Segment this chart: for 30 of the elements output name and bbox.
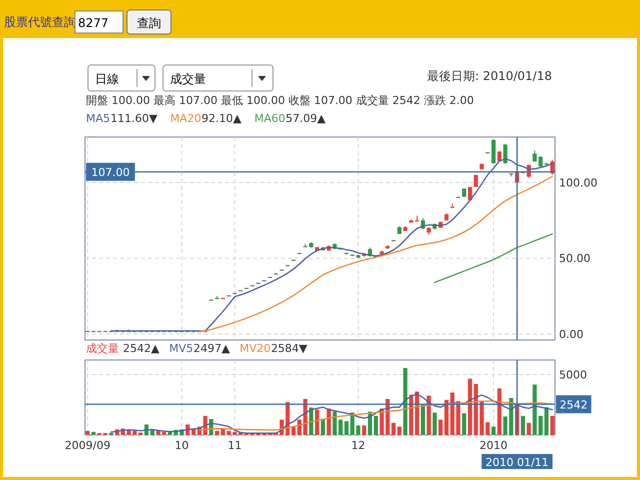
y-tick-label: 50.00 <box>559 252 590 266</box>
y-tick-label: 5000 <box>559 368 587 382</box>
text: 57.09▲ <box>286 112 326 125</box>
text-field: 8277 <box>74 10 124 34</box>
ref-line-label: 107.00 <box>91 166 130 179</box>
text: 最後日期: 2010/01/18 <box>426 69 552 83</box>
text: 成交量 <box>86 342 119 355</box>
text: MA60 <box>254 112 286 125</box>
y-tick-label: 100.00 <box>559 176 598 190</box>
text: MA20 <box>170 112 202 125</box>
text: MA5 <box>86 112 110 125</box>
chart-subtitle: 開盤 100.00 最高 107.00 最低 100.00 收盤 107.00 成交量 2542 漲跌 2.00 <box>86 94 474 107</box>
x-tick-label: 2010 01/11 <box>485 456 549 469</box>
x-tick-label: 12 <box>351 439 366 452</box>
text: 2497▲ <box>194 342 231 355</box>
x-tick-label: 2010 <box>480 439 508 452</box>
button: 查詢 <box>126 10 172 34</box>
x-tick-label: 11 <box>228 439 242 452</box>
text: 2542▲ <box>123 342 160 355</box>
text: 92.10▲ <box>201 112 242 125</box>
text: MV5 <box>169 342 194 355</box>
text: MV20 <box>240 342 271 355</box>
text: 2584▼ <box>270 342 308 355</box>
x-tick-label: 10 <box>174 439 189 452</box>
text: 111.60▼ <box>110 112 158 125</box>
dropdown: 成交量 <box>162 64 274 92</box>
y-tick-label: 0.00 <box>559 328 584 341</box>
dropdown: 日線 <box>88 64 156 92</box>
ref-line-label: 2542 <box>560 398 588 412</box>
x-tick-label: 2009/09 <box>64 439 110 452</box>
